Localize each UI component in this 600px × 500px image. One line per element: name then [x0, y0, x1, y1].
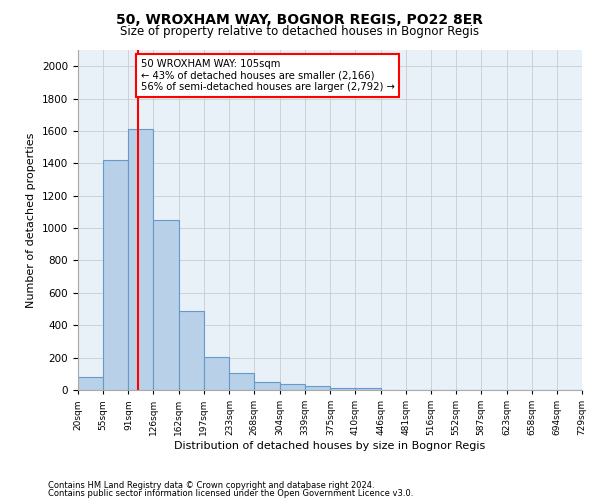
Bar [128, 130, 154, 390]
Bar [154, 220, 179, 390]
Text: 50, WROXHAM WAY, BOGNOR REGIS, PO22 8ER: 50, WROXHAM WAY, BOGNOR REGIS, PO22 8ER [116, 12, 484, 26]
Bar [254, 382, 280, 390]
Bar [229, 373, 254, 390]
Bar [204, 357, 229, 390]
Bar [103, 160, 128, 390]
X-axis label: Distribution of detached houses by size in Bognor Regis: Distribution of detached houses by size … [175, 441, 485, 451]
Bar [280, 384, 305, 390]
Text: Size of property relative to detached houses in Bognor Regis: Size of property relative to detached ho… [121, 25, 479, 38]
Bar [331, 388, 355, 390]
Text: Contains HM Land Registry data © Crown copyright and database right 2024.: Contains HM Land Registry data © Crown c… [48, 481, 374, 490]
Bar [305, 386, 331, 390]
Y-axis label: Number of detached properties: Number of detached properties [26, 132, 37, 308]
Bar [179, 310, 204, 390]
Bar [355, 388, 381, 390]
Text: 50 WROXHAM WAY: 105sqm
← 43% of detached houses are smaller (2,166)
56% of semi-: 50 WROXHAM WAY: 105sqm ← 43% of detached… [140, 59, 394, 92]
Bar [78, 377, 103, 390]
Text: Contains public sector information licensed under the Open Government Licence v3: Contains public sector information licen… [48, 490, 413, 498]
